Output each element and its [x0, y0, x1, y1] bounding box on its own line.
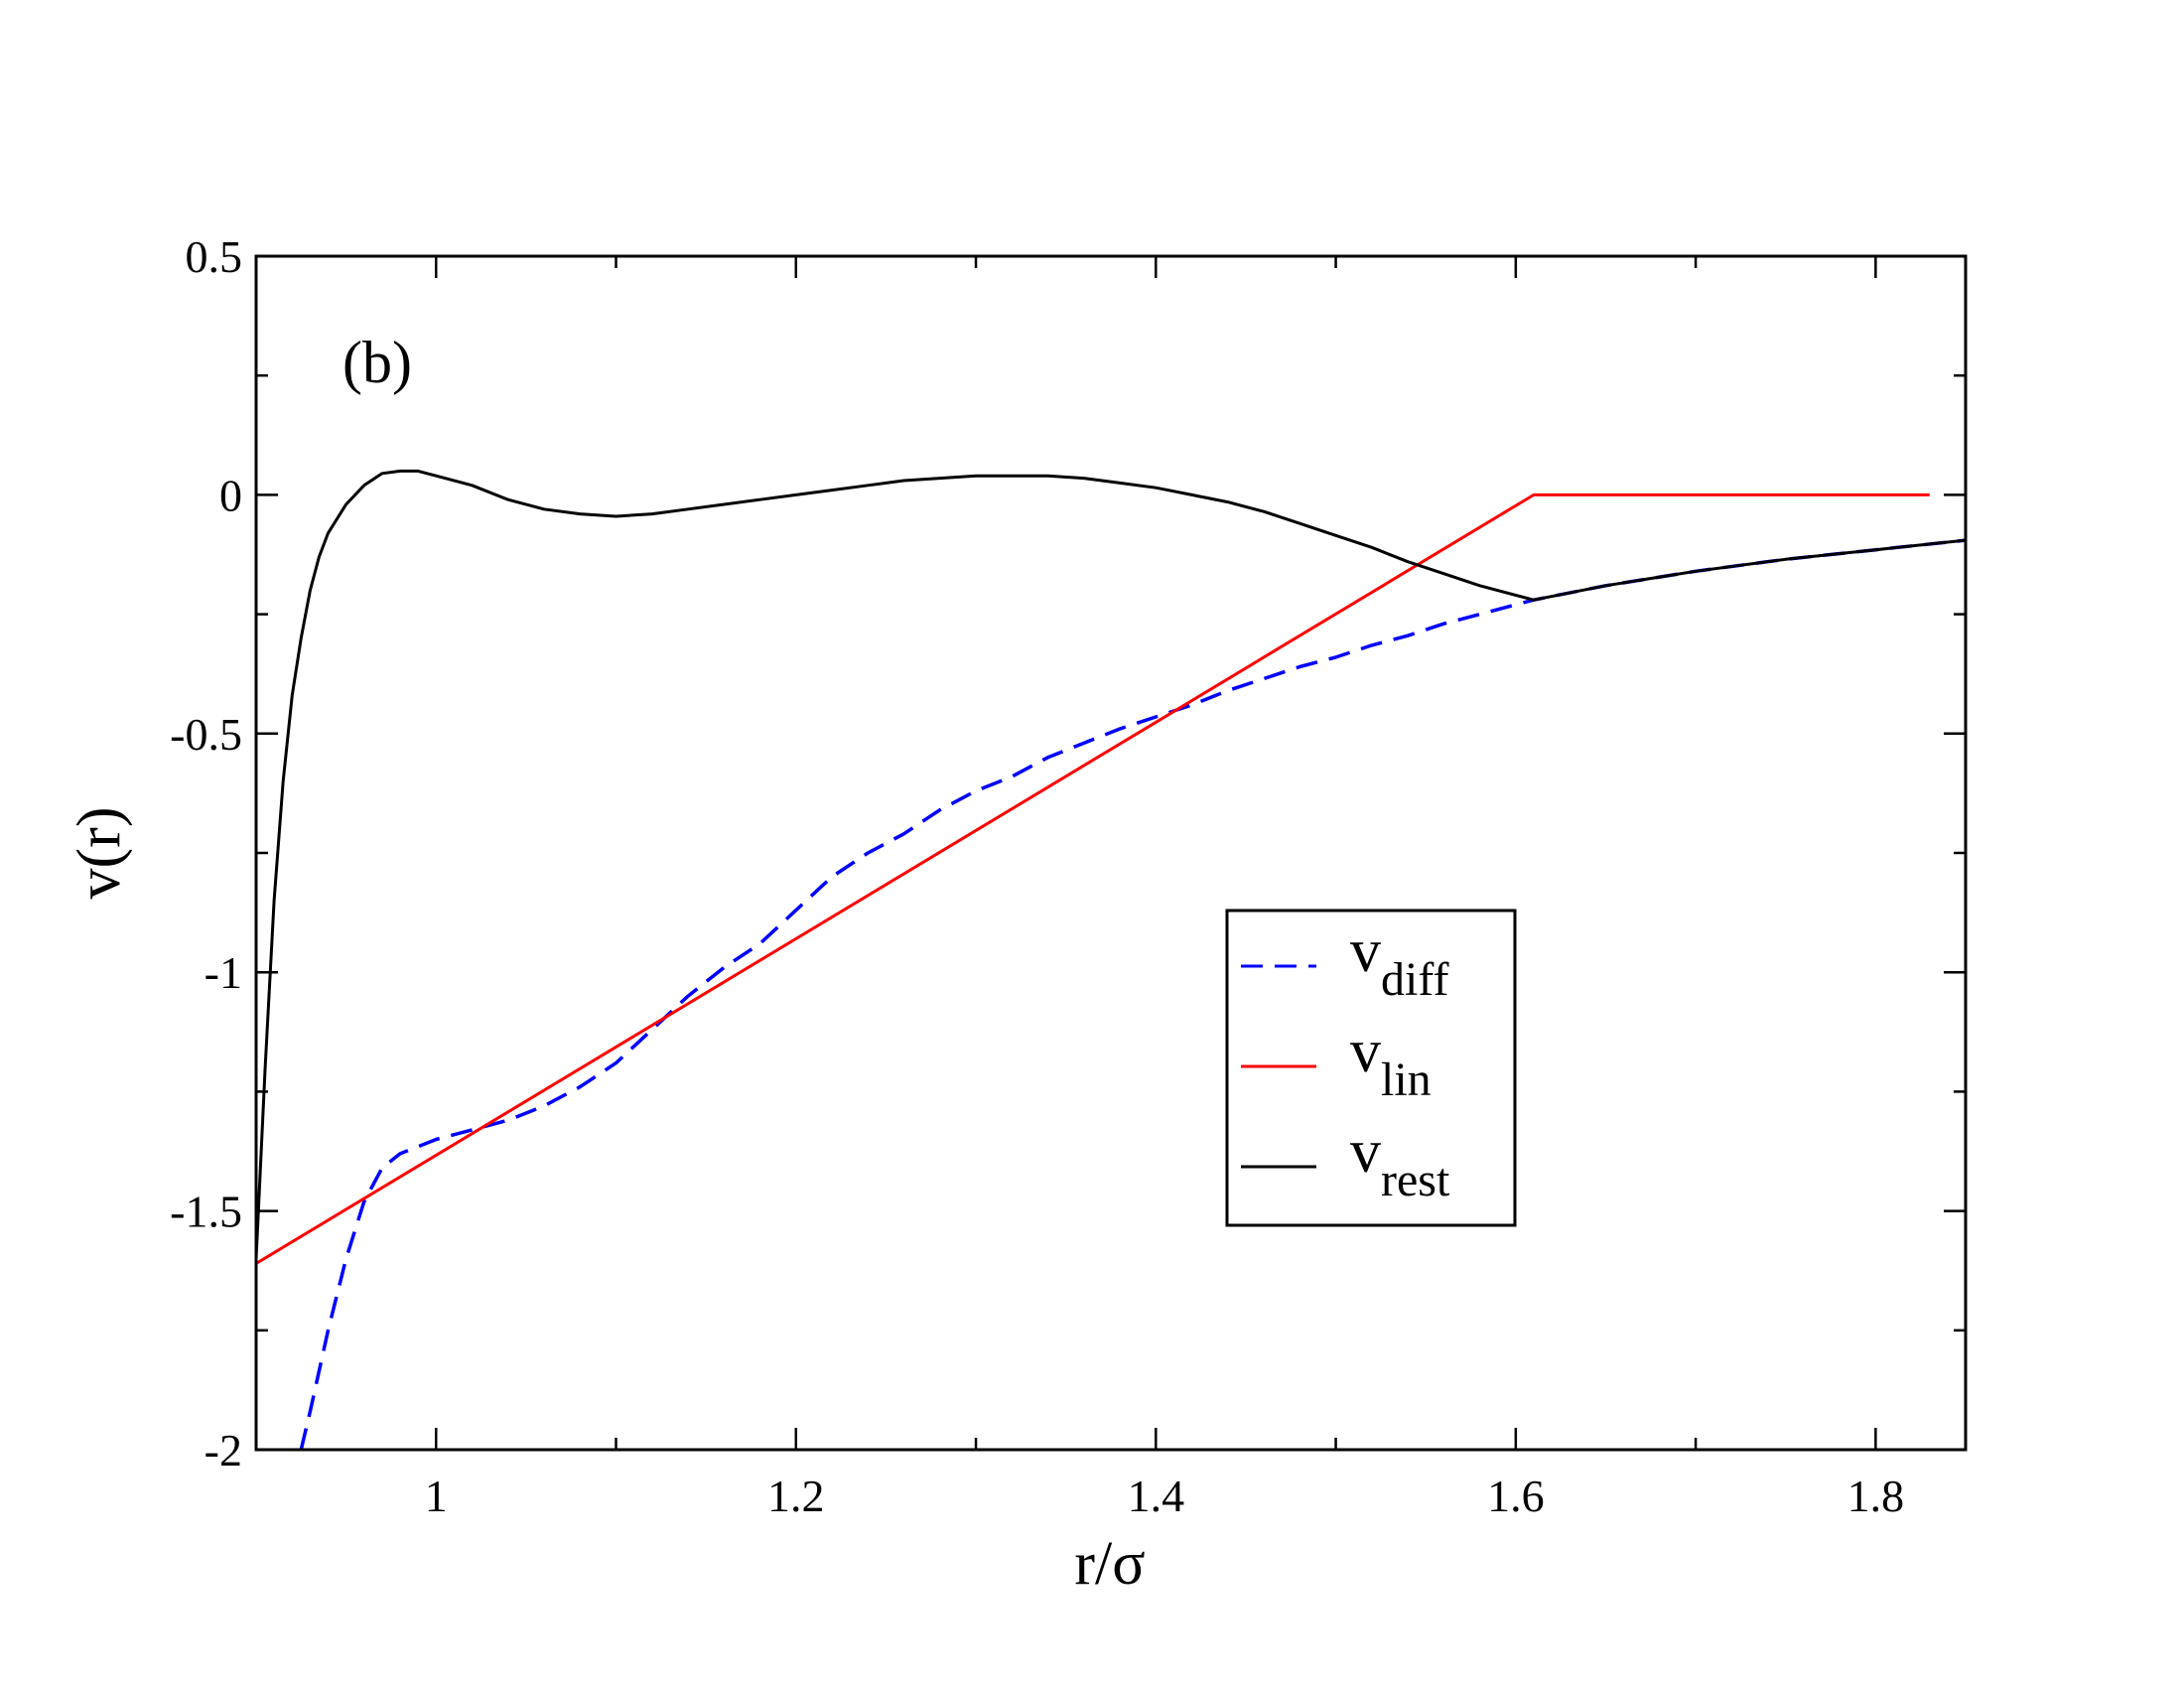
y-tick-label: -1	[205, 947, 242, 998]
panel-label: (b)	[342, 330, 412, 395]
x-tick-label: 1.6	[1487, 1471, 1545, 1521]
x-tick-label: 1.8	[1847, 1471, 1905, 1521]
x-axis-title: r/σ	[1074, 1530, 1145, 1598]
legend: vdiff vlin vrest	[1225, 909, 1517, 1227]
y-tick-label: -2	[205, 1425, 242, 1476]
series-line-v-diff	[299, 538, 1966, 1450]
series-line-v-rest	[256, 469, 1966, 1259]
tick-labels-layer: 1 1.2 1.4 1.6 1.8 0.5 0 -0.5 -1 -1.5 -2	[170, 231, 1904, 1521]
series-layer	[256, 469, 1966, 1450]
x-tick-label: 1.2	[767, 1471, 825, 1521]
plot-frame	[254, 254, 1968, 1452]
y-tick-label: 0.5	[186, 231, 243, 282]
y-tick-label: -0.5	[170, 709, 242, 760]
legend-label-v-diff: vdiff	[1350, 917, 1448, 1006]
legend-label-v-lin: vlin	[1350, 1018, 1432, 1106]
x-tick-label: 1.4	[1128, 1471, 1185, 1521]
series-line-v-lin	[256, 492, 1930, 1265]
y-axis-title: v(r)	[66, 807, 133, 900]
y-tick-label: -1.5	[170, 1187, 242, 1237]
x-tick-label: 1	[425, 1471, 448, 1521]
legend-label-v-rest: vrest	[1350, 1118, 1450, 1206]
y-tick-label: 0	[219, 470, 242, 520]
